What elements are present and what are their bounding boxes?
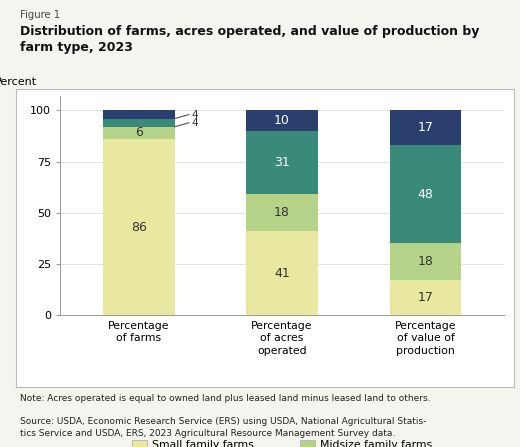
Text: 10: 10 (274, 114, 290, 127)
Bar (389, 280, 461, 315)
Text: Note: Acres operated is equal to owned land plus leased land minus leased land t: Note: Acres operated is equal to owned l… (20, 394, 430, 403)
Text: 17: 17 (418, 291, 434, 304)
Legend: Small family farms, Large-scale family farms, Midsize family farms, Nonfamily fa: Small family farms, Large-scale family f… (126, 434, 438, 447)
Text: Figure 1: Figure 1 (20, 10, 60, 20)
Bar (103, 127, 175, 139)
Text: 4: 4 (192, 118, 198, 128)
Text: Distribution of farms, acres operated, and value of production by
farm type, 202: Distribution of farms, acres operated, a… (20, 25, 479, 54)
Bar (246, 231, 318, 315)
Text: 6: 6 (135, 127, 142, 139)
Text: 48: 48 (418, 188, 434, 201)
Bar (103, 110, 175, 118)
Text: Percent: Percent (0, 77, 37, 87)
Bar (246, 131, 318, 194)
Text: 18: 18 (274, 206, 290, 219)
Bar (246, 194, 318, 231)
Bar (103, 139, 175, 315)
Bar (389, 110, 461, 145)
Text: 18: 18 (418, 255, 434, 268)
Text: 86: 86 (131, 221, 147, 234)
Text: 41: 41 (274, 267, 290, 280)
Bar (389, 145, 461, 244)
Bar (389, 244, 461, 280)
Bar (103, 118, 175, 127)
Text: Source: USDA, Economic Research Service (ERS) using USDA, National Agricultural : Source: USDA, Economic Research Service … (20, 417, 426, 438)
Bar (246, 110, 318, 131)
Text: 4: 4 (192, 110, 198, 119)
Text: 17: 17 (418, 121, 434, 135)
Text: 31: 31 (274, 156, 290, 169)
